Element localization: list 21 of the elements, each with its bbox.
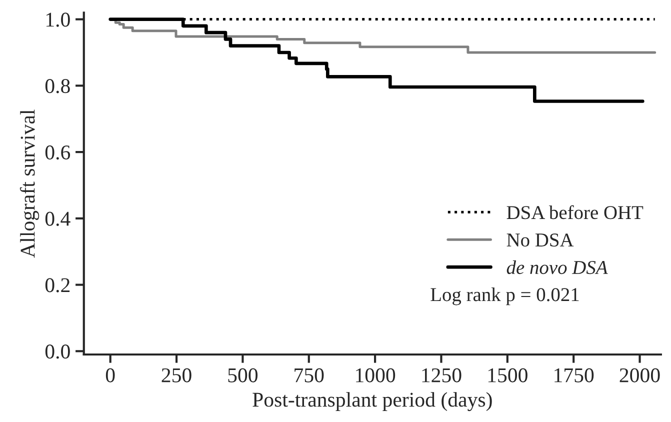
x-tick-label: 250 (162, 368, 192, 382)
x-tick-label: 1000 (356, 368, 396, 382)
y-tick-label: 0.0 (45, 344, 70, 359)
x-tick-label: 750 (294, 368, 324, 382)
legend-label: No DSA (506, 234, 574, 247)
y-tick-label: 0.6 (45, 145, 70, 160)
x-tick-label: 1500 (488, 368, 528, 382)
y-tick-label: 0.4 (45, 212, 70, 226)
y-axis-title: Allograft survival (20, 110, 40, 258)
y-tick-label: 1.0 (46, 12, 70, 27)
legend-label: de novo DSA (506, 260, 608, 274)
x-tick-label: 500 (228, 368, 258, 382)
y-tick-label: 0.2 (45, 278, 70, 292)
legend-label: DSA before OHT (506, 205, 644, 220)
x-tick-label: 1250 (422, 368, 462, 382)
annotation: Log rank p = 0.021 (430, 288, 579, 306)
x-axis-title: Post-transplant period (days) (252, 392, 492, 412)
y-tick-label: 0.8 (45, 79, 70, 94)
x-tick-label: 2000 (620, 368, 660, 382)
x-tick-label: 0 (106, 368, 115, 382)
x-tick-label: 1750 (554, 368, 594, 382)
